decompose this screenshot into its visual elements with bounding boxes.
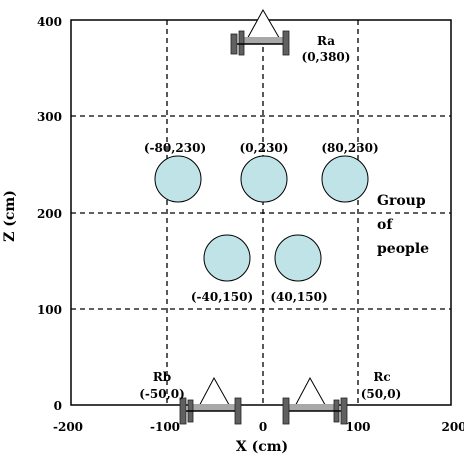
robot-ra-bar [242, 37, 287, 44]
robot-ra-wheel-left [230, 33, 238, 55]
robot-rc-wheel-right [340, 397, 348, 425]
y-tick-label: 200 [37, 207, 62, 221]
y-tick-label: 100 [37, 303, 62, 317]
x-tick-label: 100 [345, 420, 370, 434]
x-tick-label: 200 [441, 420, 464, 434]
grid [71, 20, 451, 405]
robot-rc [282, 376, 348, 425]
robot-ra-coords: (0,380) [302, 50, 351, 64]
y-tick-label: 300 [37, 110, 62, 124]
robot-ra-triangle [245, 8, 282, 42]
robot-rb-coords: (-50,0) [139, 387, 185, 401]
group-label-line: of [377, 217, 393, 233]
person-label: (40,150) [270, 290, 327, 304]
robot-rb [179, 376, 242, 425]
x-tick-label: -200 [53, 420, 83, 434]
person-label: (-40,150) [191, 290, 253, 304]
robot-rc-coords: (50,0) [361, 387, 402, 401]
robot-ra-wheel-inner-left [238, 30, 245, 56]
person-circle [321, 155, 369, 203]
robot-rb-bar [190, 404, 236, 411]
y-tick-label: 400 [37, 15, 62, 29]
people-layer [154, 155, 369, 282]
robot-ra-name: Ra [317, 34, 335, 48]
robot-ra-wheel-right [282, 30, 290, 56]
group-label-line: Group [377, 193, 426, 209]
robot-rb-wheel-right [234, 397, 242, 425]
person-circle [203, 234, 251, 282]
robot-rc-name: Rc [373, 370, 390, 384]
person-label: (0,230) [240, 141, 289, 155]
robot-rb-wheel-left [179, 397, 187, 425]
robot-ra [230, 8, 290, 56]
robot-rc-bar [287, 404, 335, 411]
x-tick-label: 0 [259, 420, 267, 434]
robot-rb-name: Rb [153, 370, 171, 384]
y-axis-title: Z (cm) [2, 190, 18, 242]
x-axis-title: X (cm) [236, 439, 288, 455]
person-circle [154, 155, 202, 203]
person-circle [240, 155, 288, 203]
person-circle [274, 234, 322, 282]
x-tick-label: -100 [150, 420, 180, 434]
robot-rc-wheel-left [282, 397, 290, 425]
person-label: (80,230) [321, 141, 378, 155]
person-label: (-80,230) [144, 141, 206, 155]
group-label-line: people [377, 241, 429, 257]
y-tick-label: 0 [54, 399, 62, 413]
